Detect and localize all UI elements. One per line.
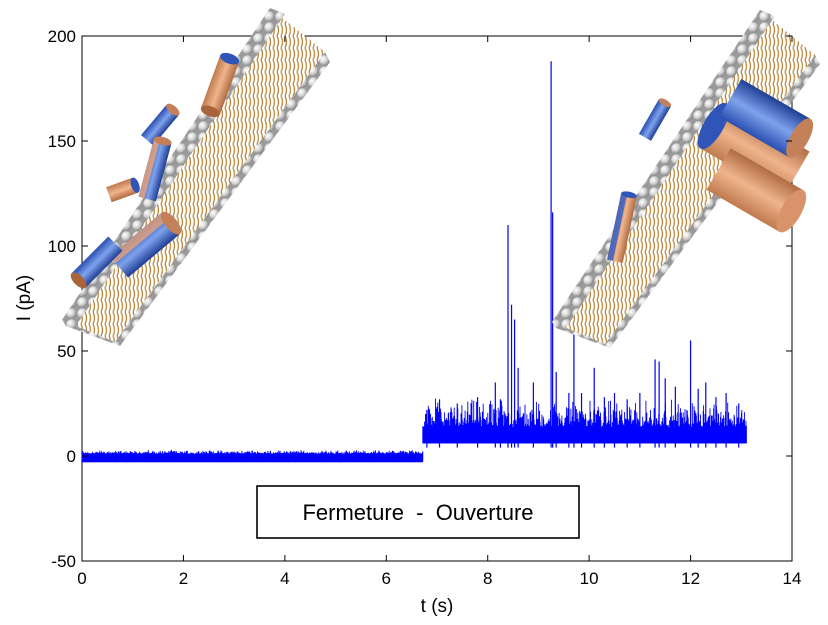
x-tick-label: 0 xyxy=(77,569,86,588)
x-tick-label: 6 xyxy=(382,569,391,588)
x-tick-label: 4 xyxy=(280,569,289,588)
y-tick-label: 200 xyxy=(48,27,76,46)
legend-text: Fermeture - Ouverture xyxy=(302,500,533,525)
x-tick-label: 2 xyxy=(179,569,188,588)
y-axis-ticks: -50 0 50 100 150 200 xyxy=(48,27,792,571)
open-channel-cylinders xyxy=(607,78,814,263)
y-tick-label: -50 xyxy=(51,552,76,571)
closed-membrane-illustration xyxy=(62,8,330,346)
closed-channel-cylinders xyxy=(70,52,240,289)
y-tick-label: 50 xyxy=(57,342,76,361)
current-trace xyxy=(82,61,747,463)
x-tick-label: 8 xyxy=(483,569,492,588)
y-axis-label: I (pA) xyxy=(14,275,35,321)
x-tick-label: 10 xyxy=(580,569,599,588)
legend-box: Fermeture - Ouverture xyxy=(256,485,580,539)
x-axis-label: t (s) xyxy=(421,596,454,617)
y-tick-label: 0 xyxy=(67,447,76,466)
plot-area xyxy=(81,35,793,562)
y-tick-label: 100 xyxy=(48,237,76,256)
trace-noise-band xyxy=(82,453,423,463)
x-axis-ticks: 0 2 4 6 8 10 12 14 xyxy=(77,36,801,588)
x-tick-label: 12 xyxy=(681,569,700,588)
y-tick-label: 150 xyxy=(48,132,76,151)
x-tick-label: 14 xyxy=(783,569,802,588)
open-membrane-illustration xyxy=(552,10,820,348)
